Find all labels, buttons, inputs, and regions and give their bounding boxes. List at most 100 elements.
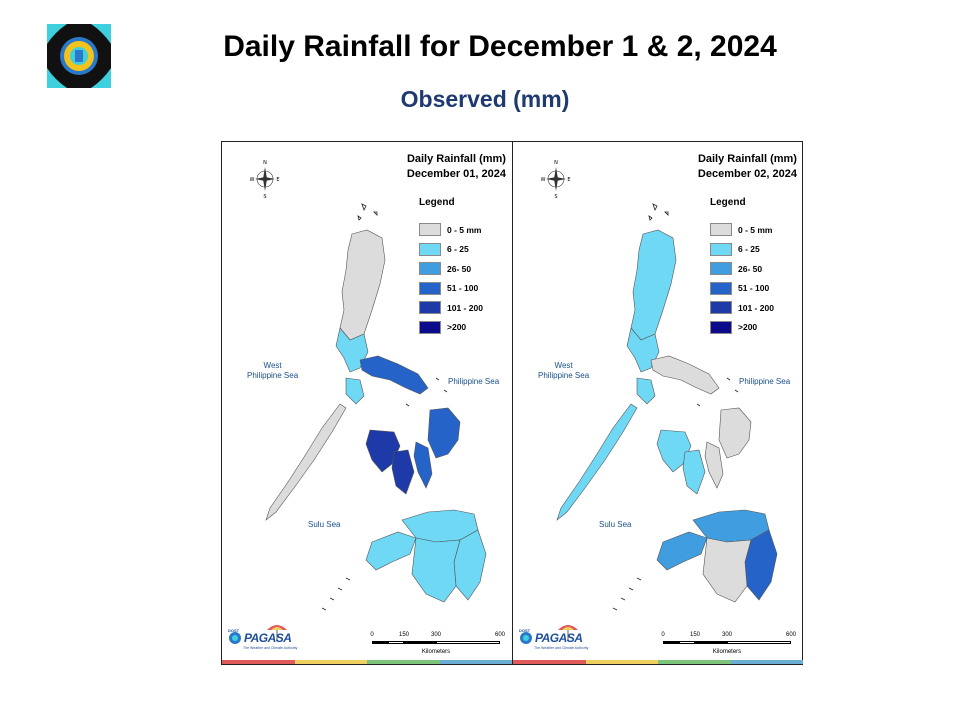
scale-bar: 0 150 300 600 Kilometers [659,632,797,658]
svg-text:E: E [567,177,570,183]
map-panel-dec-01: N S W E Daily Rainfall (mm) December 01,… [222,142,512,664]
legend-label: 26- 50 [447,263,472,274]
legend-title: Legend [419,197,455,208]
sulu-sea-label: Sulu Sea [599,520,632,529]
legend-item: 26- 50 [710,259,774,279]
svg-text:E: E [276,177,279,183]
region-bicol [359,355,429,395]
legend-item: >200 [710,318,774,338]
region-southern-mindanao [411,537,461,603]
sea-label-line1: West [554,361,573,370]
slide-title: Daily Rainfall for December 1 & 2, 2024 [223,30,777,63]
svg-text:S: S [554,194,557,200]
legend-label: 101 - 200 [738,302,774,313]
region-palawan [556,403,638,521]
region-mindoro [345,377,365,405]
legend: 0 - 5 mm 6 - 25 26- 50 51 - 100 101 - 20… [710,220,774,337]
slide-subtitle: Observed (mm) [400,86,570,112]
region-eastern-visayas [427,407,461,459]
scale-unit: Kilometers [421,649,451,655]
panel-title-line1: Daily Rainfall (mm) [697,153,797,165]
scale-tick: 150 [398,632,410,638]
region-eastern-visayas [718,407,752,459]
region-negros [391,449,415,495]
legend-label: 101 - 200 [447,302,483,313]
brand-name: PAGASA [535,631,583,645]
legend-item: 6 - 25 [419,240,483,260]
legend-item: 0 - 5 mm [710,220,774,240]
legend-swatch [419,320,441,334]
sea-label-line2: Philippine Sea [247,371,299,380]
region-cebu-bohol [413,441,433,489]
panel-title-line1: Daily Rainfall (mm) [406,153,506,165]
region-zamboanga [365,531,417,571]
pagasa-brand-icon [229,625,287,644]
pagasa-brand-icon [520,625,578,644]
legend-label: 0 - 5 mm [447,224,482,235]
legend-swatch [710,223,732,237]
philippines-map [265,203,487,611]
legend-item: 51 - 100 [710,279,774,299]
svg-text:W: W [541,177,546,183]
legend-label: 26- 50 [738,263,763,274]
compass-rose: N S W E [541,158,571,205]
scale-tick: 300 [430,632,442,638]
panel-date: December 02, 2024 [697,168,797,180]
legend-swatch [710,262,732,276]
scale-bar: 0 150 300 600 Kilometers [368,632,506,658]
svg-text:N: N [554,160,558,166]
scale-tick: 600 [785,632,797,638]
legend-swatch [710,242,732,256]
legend-swatch [419,223,441,237]
region-western-visayas [365,429,401,473]
panel-title: Daily Rainfall (mm) December 02, 2024 [698,152,797,182]
scale-tick: 300 [721,632,733,638]
pagasa-logo [47,24,111,88]
legend: 0 - 5 mm 6 - 25 26- 50 51 - 100 101 - 20… [419,220,483,337]
legend-item: 51 - 100 [419,279,483,299]
svg-text:S: S [263,194,266,200]
color-strip [222,660,512,664]
legend-title: Legend [710,197,746,208]
region-palawan [265,403,347,521]
map-panels: N S W E Daily Rainfall (mm) December 01,… [221,141,803,665]
pagasa-brand: DOST PAGASA The Weather and Climate Auth… [227,620,297,656]
brand-tagline: The Weather and Climate Authority [534,646,589,650]
philippine-sea-label: Philippine Sea [448,377,500,386]
legend-item: 101 - 200 [419,298,483,318]
compass-rose: N S W E [250,158,280,205]
scale-tick: 600 [494,632,506,638]
region-northern-luzon [630,229,677,341]
legend-label: >200 [738,322,758,333]
sea-label-line2: Philippine Sea [538,371,590,380]
region-southern-mindanao [702,537,752,603]
legend-swatch [419,262,441,276]
legend-item: 6 - 25 [710,240,774,260]
legend-item: 26- 50 [419,259,483,279]
svg-text:W: W [250,177,255,183]
philippine-sea-label: Philippine Sea [739,377,791,386]
pagasa-brand: DOST PAGASA The Weather and Climate Auth… [518,620,588,656]
legend-swatch [710,320,732,334]
legend-label: 0 - 5 mm [738,224,773,235]
philippines-map [556,203,778,611]
legend-swatch [710,301,732,315]
legend-label: 51 - 100 [738,283,770,294]
region-negros [682,449,706,495]
brand-dost: DOST [228,628,240,633]
sulu-sea-label: Sulu Sea [308,520,341,529]
west-philippine-sea-label: West Philippine Sea [538,361,589,381]
legend-item: 101 - 200 [710,298,774,318]
region-mindoro [636,377,656,405]
legend-label: 51 - 100 [447,283,479,294]
legend-item: >200 [419,318,483,338]
scale-tick: 0 [661,632,665,638]
legend-label: >200 [447,322,467,333]
legend-item: 0 - 5 mm [419,220,483,240]
sea-label-line1: West [263,361,282,370]
compass-n: N [263,160,267,166]
panel-date: December 01, 2024 [406,168,506,180]
brand-tagline: The Weather and Climate Authority [243,646,298,650]
brand-name: PAGASA [244,631,292,645]
legend-swatch [419,281,441,295]
